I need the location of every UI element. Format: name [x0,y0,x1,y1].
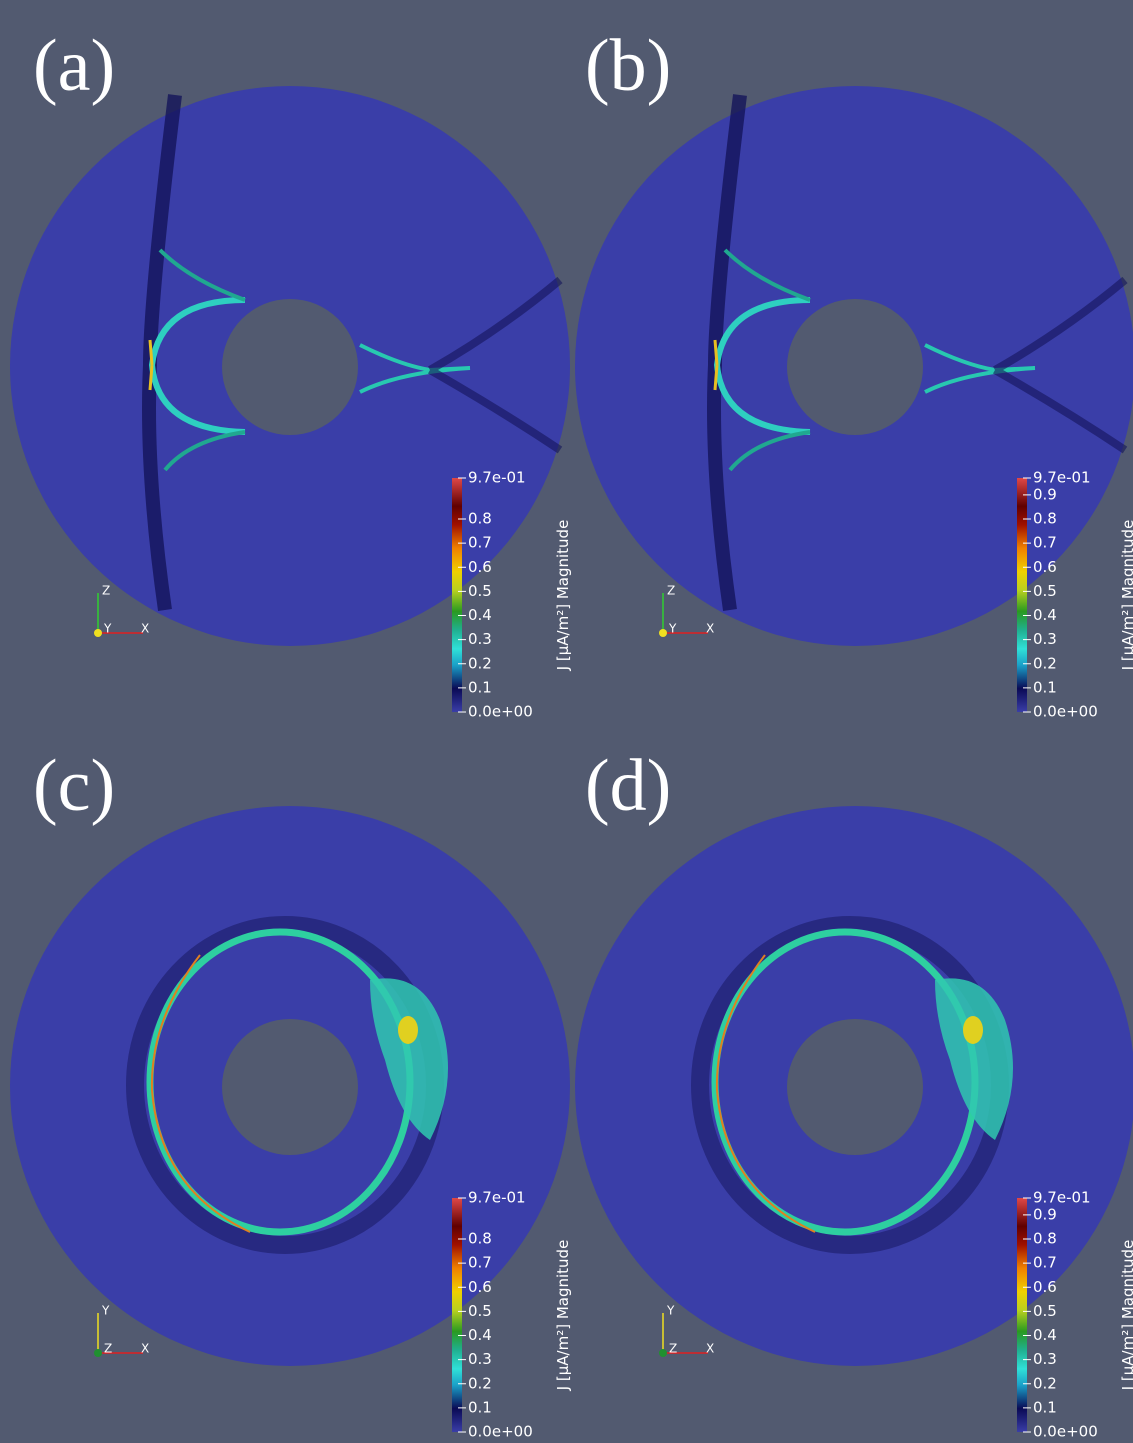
colorbar-tick-label: 0.6 [468,558,492,576]
colorbar [452,478,462,712]
colorbar-tick-label: 0.2 [1033,654,1057,672]
colorbar-tick-label: 0.2 [468,654,492,672]
axis-origin [94,629,102,637]
colorbar-tick-label: 0.9 [1033,485,1057,503]
colorbar [1017,1198,1027,1432]
blob-core [398,1016,418,1044]
axis-origin-label: Z [104,1342,112,1356]
colorbar-tick-label: 0.1 [1033,1398,1057,1416]
panel: (b) Z Y X 9.7e-010.9 0.8 0.7 0.6 0.5 0.4 0.3 0.2 0.1… [575,25,1133,721]
axis-right-label: X [141,622,149,636]
axis-up-label: Z [667,584,675,598]
colorbar-tick-label: 0.4 [1033,1326,1057,1344]
colorbar-title: J [μA/m²] Magnitude [1119,1240,1133,1392]
colorbar-tick-label: 0.8 [1033,510,1057,528]
colorbar-tick-label: 0.6 [468,1278,492,1296]
colorbar-tick-label: 0.1 [1033,678,1057,696]
colorbar-tick-label: 0.6 [1033,558,1057,576]
colorbar-tick-label: 0.4 [1033,606,1057,624]
colorbar-tick-label: 0.2 [1033,1374,1057,1392]
colorbar-tick-label: 0.3 [468,630,492,648]
axis-right-label: X [141,1342,149,1356]
colorbar [452,1198,462,1432]
colorbar-title: J [μA/m²] Magnitude [1119,520,1133,672]
colorbar-tick-label: 0.4 [468,1326,492,1344]
colorbar-tick-label: 0.5 [1033,1302,1057,1320]
axis-right-label: X [706,622,714,636]
colorbar [1017,478,1027,712]
panel: (d) Y Z X 9.7e-010.9 0.8 0.7 0.6 0.5 0.4 0.3 0.2 0.1… [575,745,1133,1441]
axis-right-label: X [706,1342,714,1356]
colorbar-tick-label: 0.0e+00 [1033,1423,1098,1441]
colorbar-tick-label: 0.4 [468,606,492,624]
colorbar-tick-label: 0.9 [1033,1205,1057,1223]
axis-up-label: Z [102,584,110,598]
panel: (c) Y Z X 9.7e-01 0.8 0.7 0.6 0.5 0.4 0.3 0.2 0.1 0.0… [10,745,572,1441]
colorbar-tick-label: 0.5 [468,582,492,600]
hole [787,299,923,435]
hole [222,1019,358,1155]
colorbar-tick-label: 0.7 [468,1254,492,1272]
colorbar-tick-label: 0.5 [1033,582,1057,600]
colorbar-tick-label: 0.5 [468,1302,492,1320]
axis-origin [94,1349,102,1357]
colorbar-tick-label: 0.1 [468,678,492,696]
hole [787,1019,923,1155]
colorbar-tick-label: 0.2 [468,1374,492,1392]
colorbar-tick-label: 0.1 [468,1398,492,1416]
axis-origin-label: Y [103,622,112,636]
colorbar-tick-label: 0.8 [468,1230,492,1248]
colorbar-title: J [μA/m²] Magnitude [554,1240,572,1392]
colorbar-tick-label: 0.7 [468,534,492,552]
colorbar-tick-label: 9.7e-01 [468,469,526,487]
panel-label: (c) [33,745,115,827]
colorbar-tick-label: 9.7e-01 [1033,1189,1091,1207]
figure: (a) Z Y X 9.7e-01 0.8 0.7 0.6 0.5 0.4 0.3 0.2 0.1 0.0… [0,0,1133,1443]
panel-label: (b) [585,25,671,107]
colorbar-tick-label: 0.0e+00 [468,1423,533,1441]
blob-core [963,1016,983,1044]
axis-origin-label: Z [669,1342,677,1356]
colorbar-tick-label: 0.3 [1033,1350,1057,1368]
colorbar-title: J [μA/m²] Magnitude [554,520,572,672]
colorbar-tick-label: 0.3 [1033,630,1057,648]
colorbar-tick-label: 0.3 [468,1350,492,1368]
panel-label: (a) [33,25,115,107]
colorbar-tick-label: 0.8 [1033,1230,1057,1248]
axis-up-label: Y [666,1304,675,1318]
hole [222,299,358,435]
colorbar-tick-label: 9.7e-01 [468,1189,526,1207]
axis-origin-label: Y [668,622,677,636]
colorbar-tick-label: 9.7e-01 [1033,469,1091,487]
axis-origin [659,1349,667,1357]
axis-up-label: Y [101,1304,110,1318]
panel-label: (d) [585,745,671,827]
colorbar-tick-label: 0.7 [1033,534,1057,552]
colorbar-tick-label: 0.0e+00 [1033,703,1098,721]
axis-origin [659,629,667,637]
panel: (a) Z Y X 9.7e-01 0.8 0.7 0.6 0.5 0.4 0.3 0.2 0.1 0.0… [10,25,572,721]
colorbar-tick-label: 0.6 [1033,1278,1057,1296]
colorbar-tick-label: 0.8 [468,510,492,528]
colorbar-tick-label: 0.7 [1033,1254,1057,1272]
colorbar-tick-label: 0.0e+00 [468,703,533,721]
